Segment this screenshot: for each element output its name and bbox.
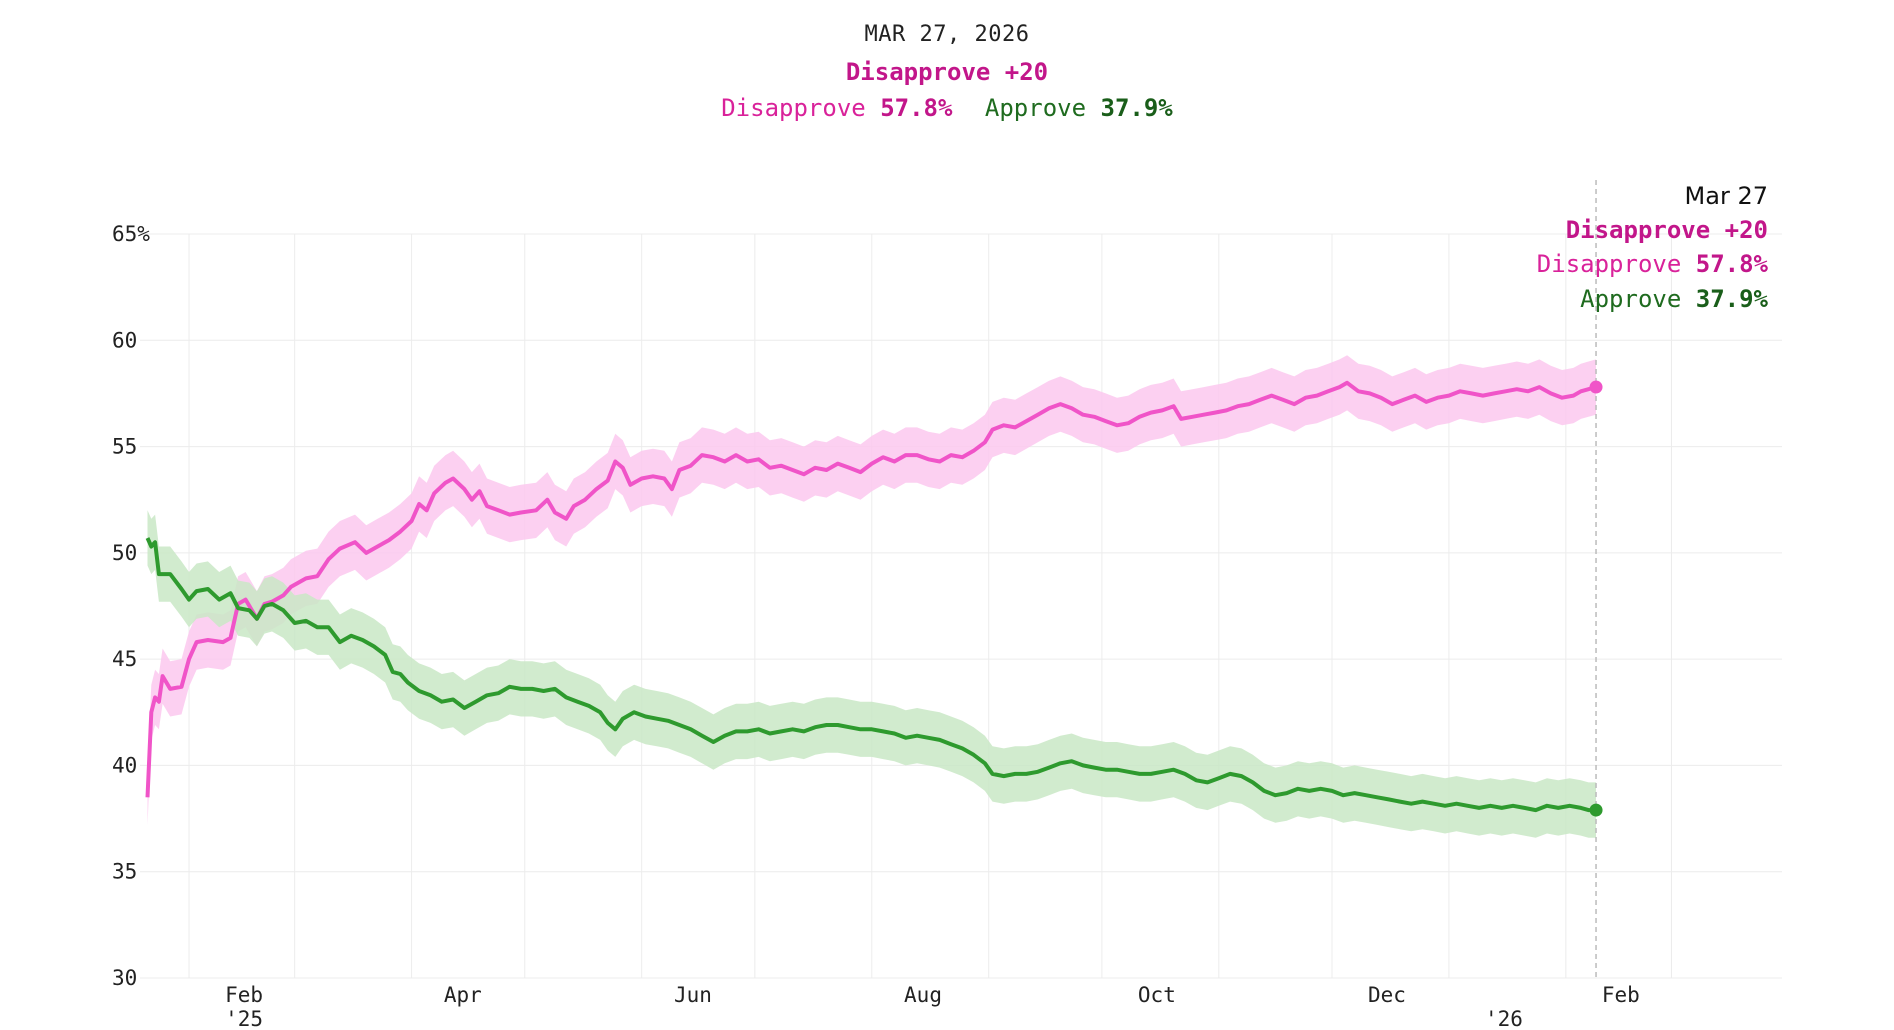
x-tick-label: Oct (1138, 983, 1176, 1007)
approve-confidence-band (147, 510, 1596, 838)
disapprove-confidence-band (147, 355, 1596, 825)
tooltip-disapprove-value: 57.8% (1695, 250, 1768, 278)
approve-line (145, 537, 1596, 813)
disapprove-line (145, 380, 1597, 798)
x-tick-sublabel: '26 (1485, 1007, 1523, 1030)
header-net-margin: Disapprove +20 (845, 58, 1049, 86)
y-tick-label: 30 (112, 966, 137, 990)
tooltip-approve-value: 37.9% (1695, 285, 1768, 313)
tooltip-approve: Approve 37.9% (1580, 285, 1768, 313)
x-tick-label: Feb (225, 983, 263, 1007)
header-values: Disapprove 57.8% Approve 37.9% (0, 94, 1894, 122)
disapprove-endpoint-dot (1589, 380, 1603, 394)
header-date: MAR 27, 2026 (864, 22, 1030, 47)
tooltip-disapprove-label: Disapprove (1536, 250, 1682, 278)
x-tick-label: Aug (904, 983, 942, 1007)
tooltip-date: Mar 27 (1684, 182, 1768, 210)
y-tick-label: 50 (112, 541, 137, 565)
tooltip-disapprove: Disapprove 57.8% (1537, 250, 1768, 278)
header-disapprove-label: Disapprove (721, 94, 866, 122)
approve-endpoint-dot (1589, 803, 1603, 817)
y-tick-label: 35 (112, 860, 137, 884)
header-approve-value: 37.9% (1100, 94, 1173, 122)
header-disapprove-value: 57.8% (880, 94, 953, 122)
y-tick-label: 45 (112, 647, 137, 671)
y-tick-label: 65% (112, 222, 150, 246)
x-tick-label: Dec (1368, 983, 1406, 1007)
x-tick-label: Jun (674, 983, 712, 1007)
tooltip-net-margin: Disapprove +20 (1565, 216, 1768, 244)
x-tick-label: Apr (444, 983, 482, 1007)
x-tick-label: Feb (1602, 983, 1640, 1007)
y-tick-label: 55 (112, 435, 137, 459)
x-tick-sublabel: '25 (225, 1007, 263, 1030)
tooltip-approve-label: Approve (1580, 285, 1682, 313)
header-approve-label: Approve (984, 94, 1087, 122)
y-tick-label: 60 (112, 328, 137, 352)
y-tick-label: 40 (112, 753, 137, 777)
